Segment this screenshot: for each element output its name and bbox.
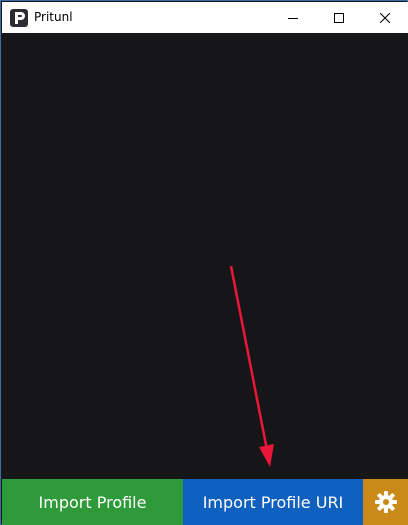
window-title: Pritunl	[34, 10, 73, 24]
close-button[interactable]	[362, 3, 408, 33]
import-profile-button[interactable]: Import Profile	[2, 479, 183, 525]
minimize-button[interactable]	[270, 3, 316, 33]
import-profile-uri-label: Import Profile URI	[202, 492, 344, 512]
title-bar[interactable]: Pritunl	[2, 2, 408, 33]
import-profile-label: Import Profile	[38, 492, 147, 512]
profiles-area	[2, 33, 408, 479]
close-icon	[380, 13, 390, 23]
import-profile-uri-button[interactable]: Import Profile URI	[183, 479, 363, 525]
settings-button[interactable]	[363, 479, 408, 525]
pritunl-logo-icon	[10, 9, 28, 27]
maximize-icon	[334, 13, 344, 23]
maximize-button[interactable]	[316, 3, 362, 33]
gear-icon	[374, 491, 397, 513]
minimize-icon	[288, 18, 298, 19]
footer-toolbar: Import Profile Import Profile URI	[2, 479, 408, 525]
